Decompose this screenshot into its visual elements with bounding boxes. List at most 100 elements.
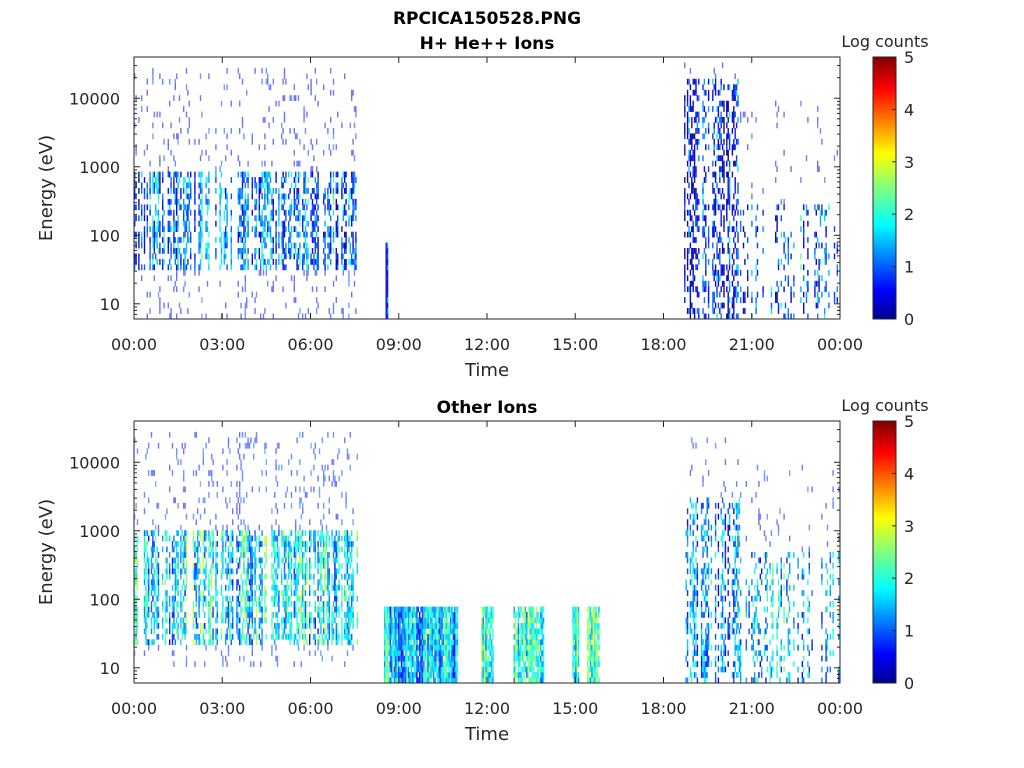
spectrogram-cell — [297, 530, 300, 536]
spectrogram-cell — [386, 308, 389, 314]
spectrogram-cell — [386, 248, 389, 254]
spectrogram-cell — [205, 177, 207, 183]
spectrogram-cell — [316, 182, 318, 189]
spectrogram-cell — [202, 590, 204, 596]
spectrogram-cell — [229, 595, 231, 602]
spectrogram-cell — [159, 226, 161, 232]
spectrogram-cell — [341, 628, 343, 635]
spectrogram-cell — [338, 530, 340, 536]
spectrogram-cell — [393, 633, 396, 640]
spectrogram-cell — [236, 579, 238, 586]
spectrogram-cell — [230, 215, 232, 222]
spectrogram-cell — [148, 639, 150, 646]
spectrogram-cell — [174, 248, 176, 254]
spectrogram-cell — [271, 160, 273, 167]
spectrogram-cell — [703, 286, 706, 293]
spectrogram-cell — [419, 639, 421, 646]
spectrogram-cell — [174, 595, 176, 602]
spectrogram-cell — [328, 226, 330, 232]
spectrogram-cell — [261, 182, 263, 189]
spectrogram-cell — [776, 291, 778, 298]
x-ticks: 00:00 03:00 06:00 09:00 12:00 15:00 18:00 21:00… — [111, 57, 863, 354]
spectrogram-cell — [303, 269, 305, 276]
spectrogram-cell — [317, 100, 319, 107]
spectrogram-cell — [337, 584, 339, 591]
spectrogram-cell — [451, 628, 453, 635]
spectrogram-cell — [240, 541, 242, 547]
spectrogram-cell — [437, 628, 439, 635]
spectrogram-cell — [440, 612, 442, 618]
spectrogram-cell — [152, 562, 154, 569]
spectrogram-cell — [290, 453, 293, 460]
spectrogram-cell — [276, 535, 279, 542]
spectrogram-cell — [712, 204, 714, 211]
spectrogram-cell — [185, 215, 188, 222]
spectrogram-cell — [303, 633, 305, 640]
spectrogram-cell — [183, 182, 185, 189]
spectrogram-cell — [141, 237, 143, 243]
spectrogram-cell — [762, 226, 764, 232]
spectrogram-cell — [396, 623, 398, 629]
spectrogram-cell — [248, 546, 251, 553]
spectrogram-cell — [393, 661, 396, 667]
spectrogram-cell — [416, 633, 418, 640]
spectrogram-cell — [335, 204, 337, 211]
spectrogram-cell — [321, 562, 323, 569]
spectrogram-cell — [187, 193, 189, 200]
spectrogram-cell — [216, 612, 218, 618]
spectrogram-cell — [283, 73, 286, 80]
spectrogram-cell — [198, 220, 200, 227]
spectrogram-cell — [185, 264, 188, 271]
spectrogram-cell — [265, 617, 267, 624]
spectrogram-cell — [410, 606, 412, 613]
spectrogram-cell — [442, 623, 445, 629]
spectrogram-cell — [248, 562, 251, 569]
spectrogram-cell — [173, 623, 175, 629]
spectrogram-cell — [141, 95, 143, 101]
spectrogram-cell — [187, 259, 189, 265]
spectrogram-cell — [192, 617, 195, 624]
spectrogram-cell — [299, 595, 301, 602]
spectrogram-cell — [225, 253, 227, 260]
spectrogram-cell — [727, 297, 729, 303]
spectrogram-cell — [275, 264, 277, 271]
spectrogram-cell — [712, 95, 714, 101]
spectrogram-cell — [156, 111, 158, 118]
spectrogram-cell — [727, 171, 729, 178]
spectrogram-cell — [295, 633, 297, 640]
spectrogram-cell — [825, 248, 827, 254]
spectrogram-cell — [417, 617, 419, 624]
spectrogram-cell — [184, 546, 186, 553]
spectrogram-cell — [692, 237, 694, 243]
spectrogram-cell — [351, 171, 353, 178]
spectrogram-cell — [194, 552, 196, 558]
spectrogram-cell — [805, 155, 808, 162]
spectrogram-cell — [239, 160, 241, 167]
spectrogram-cell — [824, 209, 826, 216]
spectrogram-cell — [306, 269, 308, 276]
spectrogram-cell — [169, 595, 171, 602]
spectrogram-cell — [413, 666, 415, 673]
spectrogram-cell — [286, 612, 288, 618]
spectrogram-cell — [261, 78, 263, 85]
spectrogram-cell — [281, 530, 283, 536]
spectrogram-cell — [388, 661, 390, 667]
spectrogram-cell — [800, 297, 802, 303]
spectrogram-cell — [222, 606, 224, 613]
spectrogram-cell — [215, 524, 217, 531]
spectrogram-cell — [230, 639, 232, 646]
spectrogram-cell — [288, 568, 290, 575]
spectrogram-cell — [316, 215, 318, 222]
spectrogram-cell — [713, 204, 715, 211]
spectrogram-cell — [337, 226, 339, 232]
spectrogram-cell — [299, 535, 301, 542]
spectrogram-cell — [201, 215, 203, 222]
spectrogram-cell — [167, 237, 169, 243]
spectrogram-cell — [388, 644, 390, 651]
spectrogram-cell — [162, 264, 164, 271]
spectrogram-cell — [283, 248, 286, 254]
spectrogram-cell — [237, 617, 239, 624]
spectrogram-cell — [416, 628, 418, 635]
spectrogram-cell — [300, 595, 302, 602]
spectrogram-cell — [721, 100, 724, 107]
